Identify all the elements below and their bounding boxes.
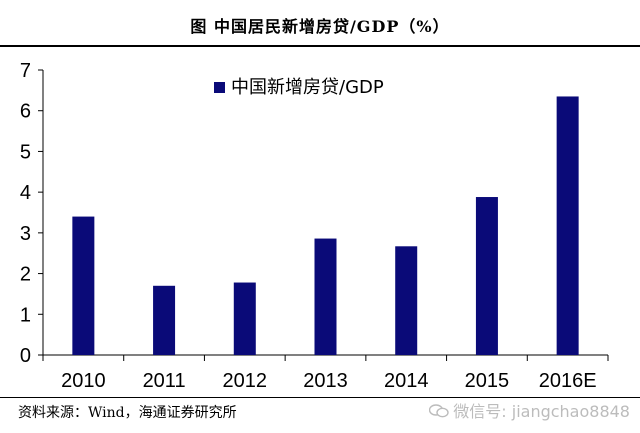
chart-title: 图 中国居民新增房贷/GDP（%） [190,17,450,36]
wechat-icon [429,404,449,418]
bar-2015 [475,197,498,355]
x-tick-label: 2015 [465,370,510,392]
legend-swatch [214,82,225,93]
title-band: 图 中国居民新增房贷/GDP（%） [0,0,640,47]
x-tick-label: 2016E [539,370,597,392]
x-tick-label: 2014 [384,370,429,392]
legend-label: 中国新增房贷/GDP [231,77,384,98]
bar-2016E [556,96,579,355]
bars [72,96,579,355]
x-axis: 2010 2011 2012 2013 2014 2015 2016E [42,354,609,392]
y-tick-label: 1 [20,304,31,326]
y-tick-label: 3 [20,223,31,245]
source-note: 资料来源：Wind，海通证券研究所 [18,405,237,421]
x-tick-label: 2013 [303,370,348,392]
y-tick-label: 4 [20,182,31,204]
y-axis: 0 1 2 3 4 5 6 7 [20,60,44,367]
y-tick-label: 7 [20,60,31,82]
bar-2010 [72,216,95,355]
legend: 中国新增房贷/GDP [214,77,384,98]
source-divider [0,397,640,398]
x-tick-label: 2011 [143,370,186,392]
y-tick-label: 6 [20,101,31,123]
bar-2012 [233,282,256,355]
y-tick-label: 0 [20,345,31,367]
y-tick-label: 2 [20,264,31,286]
bar-2011 [153,285,176,355]
bar-2014 [395,246,418,355]
x-tick-label: 2010 [61,370,106,392]
bar-2013 [314,238,337,355]
title-divider [0,45,640,47]
x-tick-label: 2012 [223,370,268,392]
y-tick-label: 5 [20,141,31,163]
watermark: 微信号: jiangchao8848 [429,398,630,422]
watermark-text: 微信号: jiangchao8848 [453,402,630,421]
